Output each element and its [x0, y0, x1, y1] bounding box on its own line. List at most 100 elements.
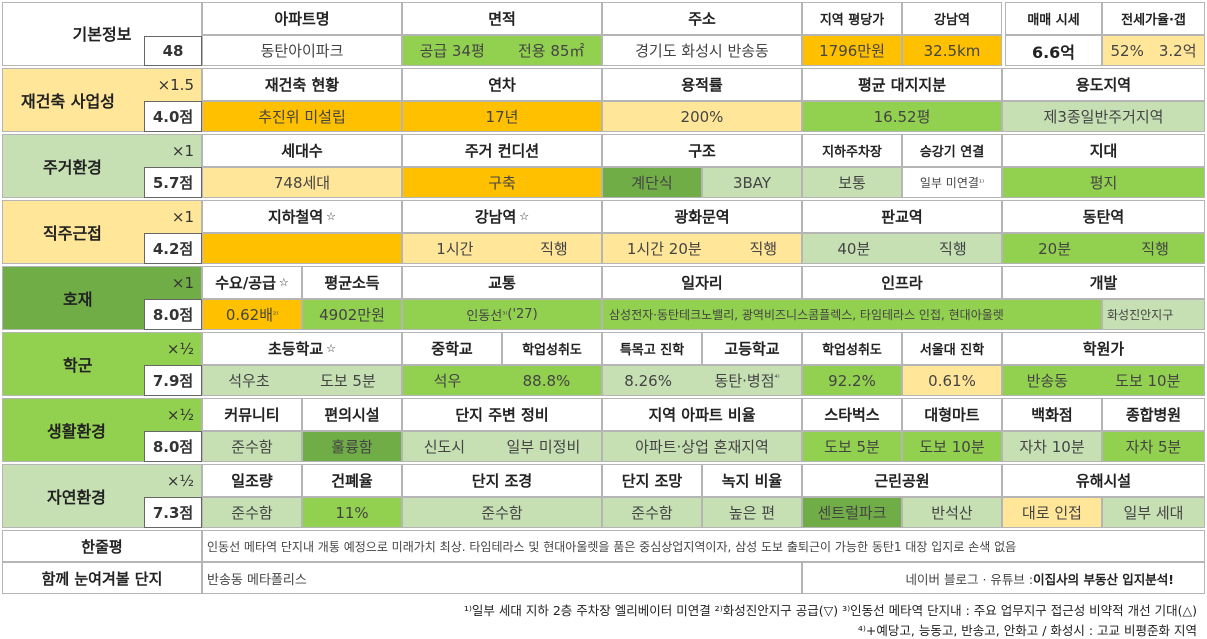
- header-elementary: 초등학교 ☆: [202, 332, 402, 365]
- header-green: 녹지 비율: [702, 464, 802, 497]
- header-jobs: 일자리: [602, 266, 802, 299]
- summary-text: 인동선 메타역 단지내 개통 예정으로 미래가치 최상. 타임테라스 및 현대아…: [202, 530, 1205, 562]
- header-dongtan: 동탄역: [1002, 200, 1205, 233]
- landscape: 준수함: [402, 497, 602, 528]
- address: 경기도 화성시 반송동: [602, 35, 802, 66]
- surroundings: 신도시 일부 미정비: [402, 431, 602, 462]
- basic-score: 48: [144, 36, 202, 66]
- structure-bay: 3BAY: [702, 167, 802, 198]
- header-middle: 중학교: [402, 332, 502, 365]
- header-supply: 수요/공급 ☆: [202, 266, 302, 299]
- hazard-road: 대로 인접: [1002, 497, 1102, 528]
- starbucks: 도보 5분: [802, 431, 902, 462]
- header-mart: 대형마트: [902, 398, 1002, 431]
- hazard-units: 일부 세대: [1102, 497, 1205, 528]
- parking: 보통: [802, 167, 902, 198]
- structure-type: 계단식: [602, 167, 702, 198]
- header-bcr: 건폐율: [302, 464, 402, 497]
- building-age: 17년: [402, 101, 602, 132]
- header-community: 커뮤니티: [202, 398, 302, 431]
- header-apt-ratio: 지역 아파트 비율: [602, 398, 802, 431]
- related-label: 함께 눈여겨볼 단지: [2, 562, 202, 594]
- header-park: 근린공원: [802, 464, 1002, 497]
- header-middle-ach: 학업성취도: [502, 332, 602, 365]
- related-complex: 반송동 메타폴리스: [202, 562, 802, 594]
- commute-dongtan: 20분 직행: [1002, 233, 1205, 264]
- nature-multiplier: ×½: [166, 471, 194, 490]
- development: 화성진안지구: [1102, 299, 1205, 330]
- header-land-share: 평균 대지지분: [802, 68, 1002, 101]
- jobs-infra: 삼성전자·동탄테크노밸리, 광역비즈니스콤플렉스, 타임테라스 인접, 현대아울…: [602, 299, 1102, 330]
- header-income: 평균소득: [302, 266, 402, 299]
- housing-condition: 구축: [402, 167, 602, 198]
- header-far: 용적률: [602, 68, 802, 101]
- header-seoul-univ: 서울대 진학: [902, 332, 1002, 365]
- school-score: 7.9점: [144, 365, 202, 396]
- header-view: 단지 조망: [602, 464, 702, 497]
- header-high-ach: 학업성취도: [802, 332, 902, 365]
- avg-income: 4902만원: [302, 299, 402, 330]
- floor-area-ratio: 200%: [602, 101, 802, 132]
- dev-score: 8.0점: [144, 299, 202, 330]
- section-basic-label: 기본정보: [2, 2, 202, 66]
- life-multiplier: ×½: [166, 405, 194, 424]
- star-icon: ☆: [326, 210, 337, 223]
- apt-ratio: 아파트·상업 혼재지역: [602, 431, 802, 462]
- nature-score: 7.3점: [144, 497, 202, 528]
- building-coverage: 11%: [302, 497, 402, 528]
- sunlight: 준수함: [202, 497, 302, 528]
- rebuild-score: 4.0점: [144, 101, 202, 132]
- commute-gwanghwamun: 1시간 20분 직행: [602, 233, 802, 264]
- star-icon: ☆: [326, 342, 337, 355]
- header-apt-name: 아파트명: [202, 2, 402, 35]
- rebuild-status: 추진위 미설립: [202, 101, 402, 132]
- header-parking: 지하주차장: [802, 134, 902, 167]
- commute-score: 4.2점: [144, 233, 202, 264]
- apt-name: 동탄아이파크: [202, 35, 402, 66]
- elevator: 일부 미연결 ¹⁾: [902, 167, 1002, 198]
- transport: 인동선 ³⁾ ('27): [402, 299, 602, 330]
- header-sale: 매매 시세: [1005, 2, 1102, 35]
- header-address: 주소: [602, 2, 802, 35]
- seoul-univ-rate: 0.61%: [902, 365, 1002, 396]
- header-pangyo: 판교역: [802, 200, 1002, 233]
- area-value: 공급 34평 전용 85㎡: [402, 35, 602, 66]
- view: 준수함: [602, 497, 702, 528]
- commute-multiplier: ×1: [171, 207, 194, 226]
- header-convenience: 편의시설: [302, 398, 402, 431]
- summary-label: 한줄평: [2, 530, 202, 562]
- school-multiplier: ×½: [166, 339, 194, 358]
- header-starbucks: 스타벅스: [802, 398, 902, 431]
- header-academy: 학원가: [1002, 332, 1205, 365]
- academy: 반송동 도보 10분: [1002, 365, 1205, 396]
- dept-store: 자차 10분: [1002, 431, 1102, 462]
- header-commute-gangnam: 강남역 ☆: [402, 200, 602, 233]
- jeonse-gap: 52% 3.2억: [1102, 35, 1205, 66]
- commute-pangyo: 40분 직행: [802, 233, 1002, 264]
- header-gangnam-dist: 강남역: [902, 2, 1002, 35]
- terrain: 평지: [1002, 167, 1205, 198]
- header-subway: 지하철역 ☆: [202, 200, 402, 233]
- header-hospital: 종합병원: [1102, 398, 1205, 431]
- gangnam-dist: 32.5km: [902, 35, 1002, 66]
- header-dept-store: 백화점: [1002, 398, 1102, 431]
- header-special-hs: 특목고 진학: [602, 332, 702, 365]
- header-structure: 구조: [602, 134, 802, 167]
- header-surroundings: 단지 주변 정비: [402, 398, 602, 431]
- living-multiplier: ×1: [171, 141, 194, 160]
- rebuild-multiplier: ×1.5: [157, 75, 194, 94]
- park-banseoksan: 반석산: [902, 497, 1002, 528]
- header-high: 고등학교: [702, 332, 802, 365]
- header-gwanghwamun: 광화문역: [602, 200, 802, 233]
- header-households: 세대수: [202, 134, 402, 167]
- green-ratio: 높은 편: [702, 497, 802, 528]
- life-score: 8.0점: [144, 431, 202, 462]
- header-transport: 교통: [402, 266, 602, 299]
- header-sunlight: 일조량: [202, 464, 302, 497]
- header-area: 면적: [402, 2, 602, 35]
- header-zone: 용도지역: [1002, 68, 1205, 101]
- supply-ratio: 0.62배 ²⁾: [202, 299, 302, 330]
- elementary: 석우초 도보 5분: [202, 365, 402, 396]
- households: 748세대: [202, 167, 402, 198]
- header-condition: 주거 컨디션: [402, 134, 602, 167]
